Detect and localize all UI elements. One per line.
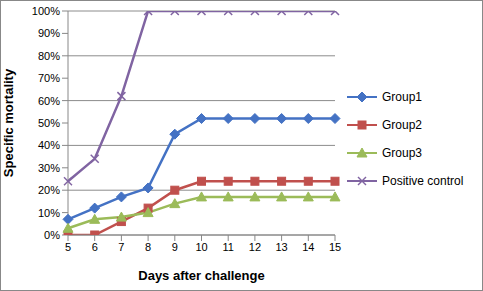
html-text:Group2: Group2 xyxy=(382,117,422,132)
svg-text:10%: 10% xyxy=(38,207,60,219)
svg-text:15: 15 xyxy=(329,241,341,253)
svg-text:80%: 80% xyxy=(38,50,60,62)
html-text:Group3: Group3 xyxy=(382,145,422,160)
html-text:Positive control: Positive control xyxy=(382,173,464,188)
svg-text:60%: 60% xyxy=(38,95,60,107)
svg-text:6: 6 xyxy=(92,241,98,253)
svg-text:70%: 70% xyxy=(38,72,60,84)
svg-text:13: 13 xyxy=(275,241,287,253)
svg-text:30%: 30% xyxy=(38,162,60,174)
svg-text:50%: 50% xyxy=(38,117,60,129)
svg-text:11: 11 xyxy=(222,241,233,253)
svg-text:12: 12 xyxy=(249,241,261,253)
svg-text:90%: 90% xyxy=(38,27,60,39)
svg-text:20%: 20% xyxy=(38,184,60,196)
svg-text:7: 7 xyxy=(118,241,124,253)
svg-text:0%: 0% xyxy=(44,229,60,241)
svg-text:8: 8 xyxy=(145,241,151,253)
svg-text:14: 14 xyxy=(302,241,314,253)
svg-text:9: 9 xyxy=(172,241,178,253)
svg-text:40%: 40% xyxy=(38,139,60,151)
svg-text:5: 5 xyxy=(65,241,71,253)
svg-text:Days after challenge: Days after challenge xyxy=(138,268,264,283)
svg-text:Specific mortality: Specific mortality xyxy=(8,68,16,177)
svg-text:100%: 100% xyxy=(32,5,60,17)
html-text:Group1: Group1 xyxy=(382,89,422,104)
svg-text:10: 10 xyxy=(195,241,207,253)
